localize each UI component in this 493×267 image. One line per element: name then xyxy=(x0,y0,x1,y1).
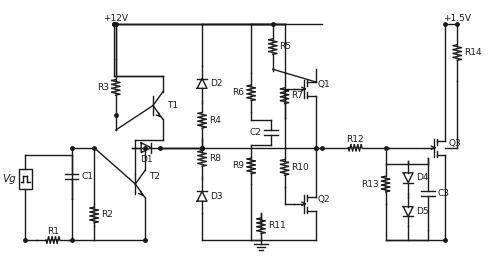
Text: +1.5V: +1.5V xyxy=(443,14,471,23)
Text: D3: D3 xyxy=(210,192,222,201)
Text: R4: R4 xyxy=(209,116,221,125)
Text: R5: R5 xyxy=(280,42,292,51)
Text: R9: R9 xyxy=(232,161,244,170)
Text: R2: R2 xyxy=(101,210,113,219)
Text: Vg: Vg xyxy=(2,174,16,184)
Text: R12: R12 xyxy=(347,135,364,144)
Text: D2: D2 xyxy=(210,79,222,88)
Text: D4: D4 xyxy=(416,173,428,182)
Text: C2: C2 xyxy=(249,128,261,137)
Text: T1: T1 xyxy=(167,101,178,110)
Text: C3: C3 xyxy=(438,189,450,198)
Text: D1: D1 xyxy=(140,155,152,164)
Text: D5: D5 xyxy=(416,207,428,216)
Text: +12V: +12V xyxy=(103,14,128,23)
Text: R8: R8 xyxy=(209,154,221,163)
Text: R10: R10 xyxy=(291,163,309,172)
Text: R13: R13 xyxy=(361,179,379,189)
Text: C1: C1 xyxy=(81,172,93,181)
Text: R11: R11 xyxy=(268,221,285,230)
Text: T2: T2 xyxy=(149,172,160,181)
Text: R6: R6 xyxy=(232,88,244,97)
Text: R7: R7 xyxy=(291,91,303,100)
Text: Q3: Q3 xyxy=(449,139,461,148)
Bar xyxy=(19,169,32,189)
Text: R14: R14 xyxy=(464,48,482,57)
Text: R3: R3 xyxy=(97,83,109,92)
Text: Q2: Q2 xyxy=(318,195,330,204)
Text: R1: R1 xyxy=(47,227,59,236)
Text: Q1: Q1 xyxy=(318,80,331,89)
